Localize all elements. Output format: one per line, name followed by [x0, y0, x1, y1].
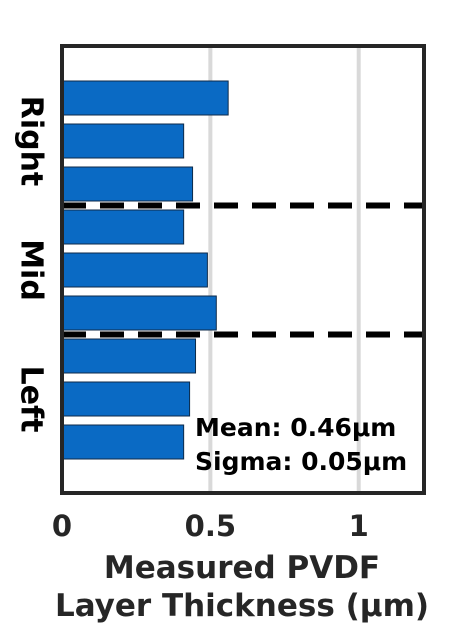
- group-separators: [62, 202, 424, 338]
- group-label: Right: [14, 96, 49, 187]
- bar: [61, 123, 185, 159]
- bar: [61, 424, 185, 460]
- grid-lines: [208, 46, 361, 493]
- annotation-sigma: Sigma: 0.05μm: [195, 447, 407, 476]
- bar: [61, 209, 185, 245]
- x-tick-label: 0.5: [185, 509, 236, 543]
- bar: [61, 381, 191, 417]
- x-axis-label-line2: Layer Thickness (μm): [55, 588, 429, 624]
- x-tick-label: 0: [52, 509, 72, 543]
- x-tick-labels: 0 0.5 1: [52, 509, 369, 543]
- group-labels: Right Mid Left: [14, 96, 49, 433]
- plot-frame: [60, 44, 426, 495]
- bars: [61, 80, 229, 460]
- annotation-mean: Mean: 0.46μm: [195, 413, 396, 442]
- x-axis-label-line1: Measured PVDF: [104, 550, 380, 586]
- x-tick-label: 1: [349, 509, 369, 543]
- bar: [61, 252, 208, 288]
- bar: [61, 166, 194, 202]
- bar: [61, 338, 197, 374]
- group-label: Mid: [14, 239, 49, 301]
- bar: [61, 80, 229, 116]
- bar: [61, 295, 217, 331]
- group-label: Left: [14, 366, 49, 433]
